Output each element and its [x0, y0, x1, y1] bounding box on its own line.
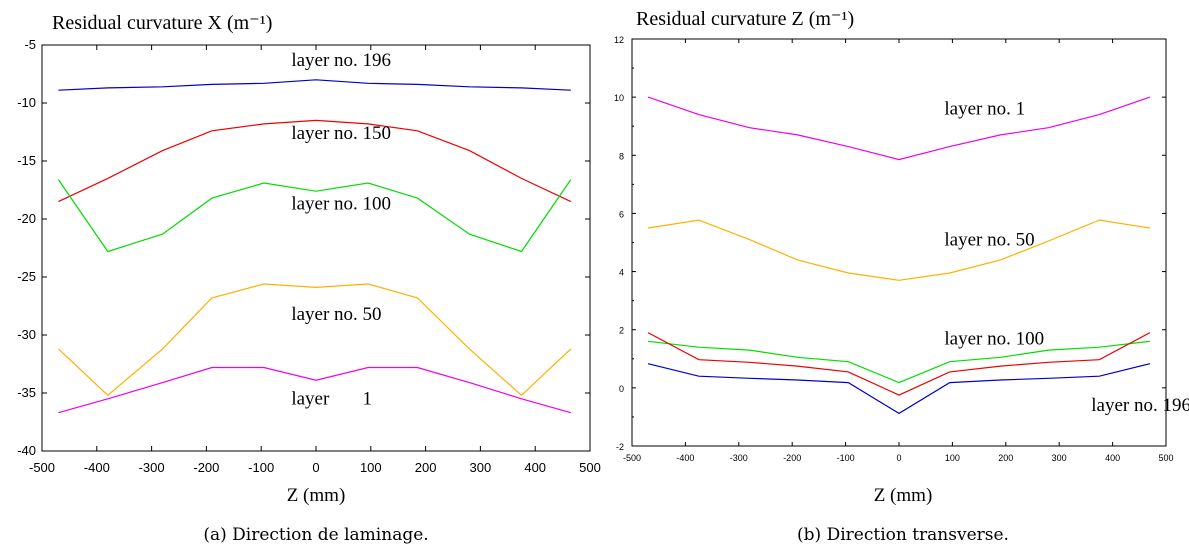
x-tick-label: -500: [623, 453, 641, 463]
x-tick-label: 400: [524, 460, 546, 475]
x-tick-label: -400: [84, 460, 110, 475]
chart-b-plot-frame: [631, 38, 1167, 447]
chart-b-annotations: layer no. 1 layer no. 50 layer no. 100 laye…: [944, 99, 1189, 417]
chart-a-annotations: layer no. 196 layer no. 150 layer no. 100 l…: [291, 50, 391, 410]
y-tick-label: 6: [619, 209, 624, 219]
x-tick-label: -100: [248, 460, 274, 475]
x-tick-label: -400: [676, 453, 694, 463]
layer-annotation: layer no. 150: [291, 123, 391, 144]
x-tick-label: 500: [1158, 453, 1173, 463]
series-line-4: [57, 283, 572, 397]
layer-annotation: layer no. 196: [291, 50, 391, 71]
y-tick-label: -35: [17, 385, 36, 400]
series-line-2: [647, 219, 1151, 281]
y-tick-label: -30: [17, 327, 36, 342]
chart-a-title: Residual curvature X (m⁻¹): [52, 12, 272, 34]
layer-annotation: layer no. 50: [291, 304, 381, 325]
layer-annotation: layer no. 1: [944, 99, 1025, 120]
y-tick-label: 8: [619, 151, 624, 161]
x-tick-label: -200: [783, 453, 801, 463]
layer-annotation: layer no. 100: [944, 328, 1044, 349]
chart-b-title: Residual curvature Z (m⁻¹): [636, 8, 854, 30]
layer-annotation: layer no. 50: [944, 229, 1034, 250]
y-tick-label: 10: [614, 93, 624, 103]
chart-a-ticks: -500 -400 -300 -200 -100 0 100 200 300 400 500 -5 -1…: [17, 37, 601, 475]
chart-a-series: [57, 79, 572, 414]
series-line-5: [647, 363, 1151, 415]
x-tick-label: -200: [193, 460, 219, 475]
y-tick-label: -5: [24, 37, 36, 52]
chart-a-xlabel: Z (mm): [287, 485, 346, 506]
y-tick-label: 2: [619, 326, 624, 336]
x-tick-label: 300: [1052, 453, 1067, 463]
series-line-3: [647, 340, 1151, 384]
y-tick-label: 12: [614, 35, 624, 45]
y-tick-label: 4: [619, 268, 624, 278]
y-tick-label: -20: [17, 211, 36, 226]
layer-annotation: layer 1: [291, 389, 372, 410]
chart-b-xlabel: Z (mm): [874, 485, 933, 506]
chart-b: Residual curvature Z (m⁻¹) -500 -400 -300 -…: [614, 8, 1189, 545]
chart-a-caption: (a) Direction de laminage.: [203, 525, 428, 545]
layer-annotation: layer no. 100: [291, 194, 391, 215]
x-tick-label: 0: [312, 460, 319, 475]
y-tick-label: 0: [619, 384, 624, 394]
y-tick-label: -40: [17, 443, 36, 458]
series-line-3: [57, 179, 572, 253]
series-line-4: [647, 332, 1151, 396]
x-tick-label: -500: [29, 460, 55, 475]
series-line-2: [58, 119, 572, 203]
x-tick-label: 400: [1105, 453, 1120, 463]
chart-b-caption: (b) Direction transverse.: [797, 525, 1009, 545]
x-tick-label: 100: [360, 460, 382, 475]
chart-a: Residual curvature X (m⁻¹) -500 -400 -300-…: [17, 12, 601, 545]
x-tick-label: 300: [470, 460, 492, 475]
y-tick-label: -25: [17, 269, 36, 284]
chart-b-series: [647, 96, 1151, 415]
x-tick-label: 0: [896, 453, 901, 463]
chart-b-ticks: -500 -400 -300 -200 -100 0 100 200 300 400 5001210…: [614, 35, 1174, 463]
series-line-5: [58, 366, 571, 414]
x-tick-label: -300: [730, 453, 748, 463]
y-tick-label: -15: [17, 153, 36, 168]
x-tick-label: -100: [837, 453, 855, 463]
series-line-1: [647, 96, 1151, 161]
y-tick-label: -2: [616, 442, 624, 452]
x-tick-label: 200: [415, 460, 437, 475]
series-line-1: [58, 79, 571, 91]
x-tick-label: 500: [579, 460, 601, 475]
x-tick-label: 200: [998, 453, 1013, 463]
y-tick-label: -10: [17, 95, 36, 110]
x-tick-label: 100: [945, 453, 960, 463]
x-tick-label: -300: [139, 460, 165, 475]
layer-annotation: layer no. 196: [1091, 395, 1189, 416]
